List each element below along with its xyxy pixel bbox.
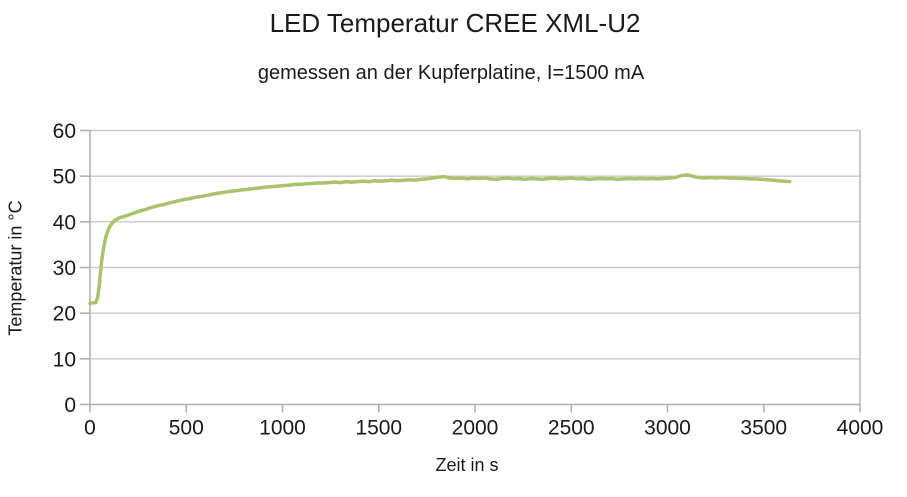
temperature-series-line xyxy=(88,173,792,305)
x-tick-label: 2000 xyxy=(452,417,499,440)
x-tick-label: 1000 xyxy=(259,417,306,440)
x-tick-label: 3000 xyxy=(644,417,691,440)
y-tick-label: 0 xyxy=(64,394,76,417)
y-tick-label: 20 xyxy=(53,303,76,326)
y-tick-label: 40 xyxy=(53,211,76,234)
y-tick-label: 10 xyxy=(53,348,76,371)
y-tick-label: 60 xyxy=(53,120,76,143)
x-tick-label: 500 xyxy=(169,417,204,440)
x-tick-label: 0 xyxy=(84,417,96,440)
y-tick-label: 50 xyxy=(53,166,76,189)
x-tick-label: 2500 xyxy=(548,417,595,440)
x-tick-label: 4000 xyxy=(837,417,884,440)
x-tick-label: 3500 xyxy=(740,417,787,440)
chart-subtitle: gemessen an der Kupferplatine, I=1500 mA xyxy=(257,62,645,84)
x-axis-title: Zeit in s xyxy=(435,455,499,475)
y-tick-label: 30 xyxy=(53,257,76,280)
chart-title: LED Temperatur CREE XML-U2 xyxy=(269,8,641,38)
x-tick-label: 1500 xyxy=(355,417,402,440)
